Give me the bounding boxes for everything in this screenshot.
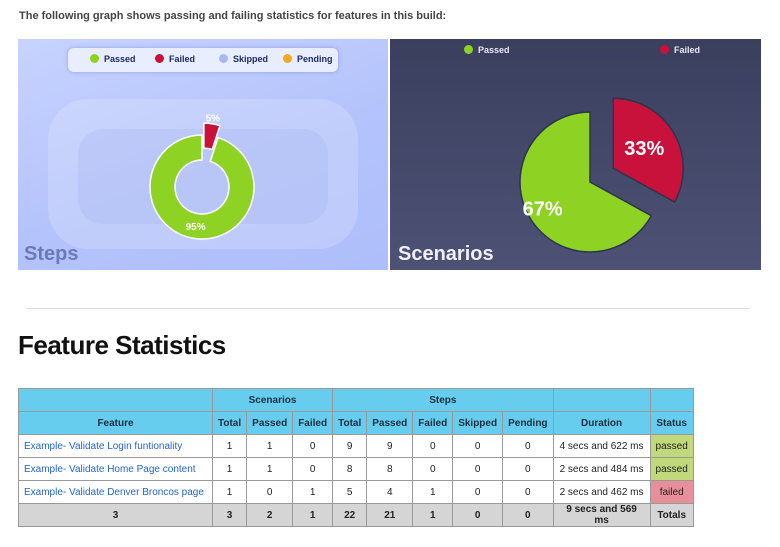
- cell: 0: [502, 480, 554, 504]
- cell: 0: [412, 457, 454, 481]
- pending-dot-icon: [283, 54, 292, 63]
- cell: 0: [412, 434, 454, 458]
- totals-row: 3 3 2 1 22 21 1 0 0 9 secs and 569 ms To…: [18, 503, 694, 527]
- cell: 0: [452, 457, 504, 481]
- header-blank-feature: [18, 388, 213, 412]
- cell: 1: [412, 480, 454, 504]
- total-features: 3: [18, 503, 213, 527]
- cell: 1: [292, 480, 334, 504]
- slice-passed: [519, 111, 653, 253]
- cell: 0: [246, 480, 294, 504]
- duration-cell: 2 secs and 462 ms: [552, 480, 651, 504]
- col-duration: Duration: [552, 411, 651, 435]
- cell: 0: [452, 434, 504, 458]
- steps-legend-passed: Passed: [90, 54, 136, 64]
- cell: 0: [452, 480, 504, 504]
- scenarios-pie-chart: 33% 67%: [519, 97, 684, 253]
- steps-chart-panel: Passed Failed Skipped Pending 5% 95% Step…: [18, 39, 388, 270]
- cell: 8: [366, 457, 414, 481]
- cell: 0: [292, 457, 334, 481]
- header-scenarios-group: Scenarios: [211, 388, 334, 412]
- header-blank-duration: [552, 388, 651, 412]
- duration-cell: 9 secs and 569 ms: [552, 503, 651, 527]
- col-steps-passed: Passed: [366, 411, 414, 435]
- cell: 22: [332, 503, 368, 527]
- steps-chart-background: [48, 99, 358, 249]
- cell: 0: [502, 457, 554, 481]
- section-divider: [26, 308, 750, 309]
- cell: 1: [246, 457, 294, 481]
- cell: 1: [211, 434, 248, 458]
- intro-text: The following graph shows passing and fa…: [19, 10, 447, 22]
- skipped-dot-icon: [219, 54, 228, 63]
- slice-label-failed: 33%: [624, 138, 664, 160]
- header-blank-status: [649, 388, 694, 412]
- slice-label-passed: 67%: [523, 198, 563, 220]
- feature-statistics-table: Scenarios Steps Feature Total Passed Fai…: [18, 388, 694, 527]
- header-steps-group: Steps: [332, 388, 554, 412]
- status-badge: failed: [649, 480, 694, 504]
- steps-legend-pending: Pending: [283, 54, 333, 64]
- col-status: Status: [649, 411, 694, 435]
- col-steps-skipped: Skipped: [452, 411, 504, 435]
- scenarios-legend-passed: Passed: [464, 45, 510, 55]
- cell: 8: [332, 457, 368, 481]
- cell: 1: [211, 480, 248, 504]
- steps-legend-failed: Failed: [155, 54, 195, 64]
- cell: 1: [412, 503, 454, 527]
- feature-link[interactable]: Example- Validate Login funtionality: [18, 434, 213, 458]
- cell: 5: [332, 480, 368, 504]
- cell: 0: [502, 503, 554, 527]
- steps-legend: Passed Failed Skipped Pending: [68, 48, 338, 72]
- steps-chart-label: Steps: [24, 243, 79, 265]
- feature-link[interactable]: Example- Validate Denver Broncos page: [18, 480, 213, 504]
- passed-dot-icon: [90, 54, 99, 63]
- table-group-header-row: Scenarios Steps: [18, 388, 694, 412]
- cell: 0: [452, 503, 504, 527]
- duration-cell: 2 secs and 484 ms: [552, 457, 651, 481]
- failed-dot-icon: [660, 45, 669, 54]
- col-scenarios-total: Total: [211, 411, 248, 435]
- table-row: Example- Validate Login funtionality 1 1…: [18, 434, 694, 458]
- duration-cell: 4 secs and 622 ms: [552, 434, 651, 458]
- passed-dot-icon: [464, 45, 473, 54]
- cell: 0: [292, 434, 334, 458]
- slice-label-passed: 95%: [186, 222, 206, 233]
- col-steps-pending: Pending: [502, 411, 554, 435]
- col-steps-failed: Failed: [412, 411, 454, 435]
- failed-dot-icon: [155, 54, 164, 63]
- col-scenarios-passed: Passed: [246, 411, 294, 435]
- cell: 9: [366, 434, 414, 458]
- table-row: Example- Validate Home Page content 1 1 …: [18, 457, 694, 481]
- page-title: Feature Statistics: [18, 330, 226, 360]
- cell: 0: [502, 434, 554, 458]
- col-steps-total: Total: [332, 411, 368, 435]
- cell: 9: [332, 434, 368, 458]
- steps-donut-chart: 5% 95%: [149, 113, 255, 240]
- slice-failed: [203, 122, 221, 151]
- cell: 2: [246, 503, 294, 527]
- slice-passed: [149, 134, 255, 240]
- slice-failed: [612, 97, 684, 203]
- cell: 3: [211, 503, 248, 527]
- cell: 1: [292, 503, 334, 527]
- feature-link[interactable]: Example- Validate Home Page content: [18, 457, 213, 481]
- scenarios-legend-failed: Failed: [660, 45, 700, 55]
- col-feature: Feature: [18, 411, 213, 435]
- cell: 4: [366, 480, 414, 504]
- cell: 1: [246, 434, 294, 458]
- cell: 21: [366, 503, 414, 527]
- totals-label: Totals: [649, 503, 694, 527]
- table-column-header-row: Feature Total Passed Failed Total Passed…: [18, 411, 694, 435]
- cell: 1: [211, 457, 248, 481]
- table-row: Example- Validate Denver Broncos page 1 …: [18, 480, 694, 504]
- status-badge: passed: [649, 434, 694, 458]
- steps-legend-skipped: Skipped: [219, 54, 268, 64]
- status-badge: passed: [649, 457, 694, 481]
- col-scenarios-failed: Failed: [292, 411, 334, 435]
- slice-label-failed: 5%: [206, 113, 221, 124]
- scenarios-chart-panel: Passed Failed 33% 67% Scenarios: [390, 39, 761, 270]
- scenarios-chart-label: Scenarios: [398, 243, 494, 265]
